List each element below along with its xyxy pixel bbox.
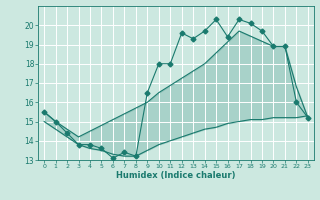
X-axis label: Humidex (Indice chaleur): Humidex (Indice chaleur) bbox=[116, 171, 236, 180]
